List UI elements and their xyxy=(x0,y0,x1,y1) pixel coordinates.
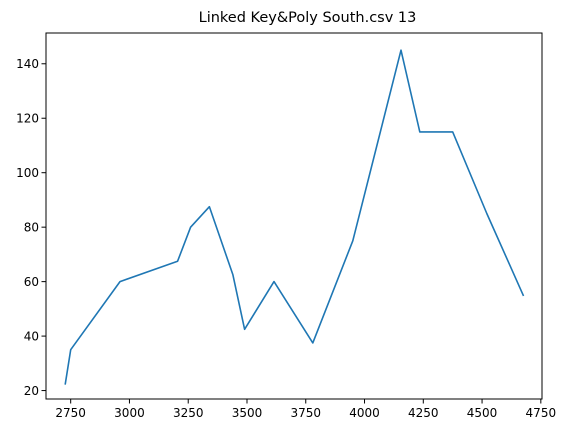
y-tick-label: 60 xyxy=(24,275,39,289)
x-axis: 2750 3000 3250 3500 3750 4000 4250 4500 4750 xyxy=(55,399,556,420)
series-line xyxy=(64,49,525,385)
x-tick-label: 3500 xyxy=(232,406,263,420)
y-tick-label: 40 xyxy=(24,329,39,343)
x-tick-label: 4750 xyxy=(526,406,557,420)
x-tick-label: 4250 xyxy=(408,406,439,420)
x-tick-label: 3750 xyxy=(290,406,321,420)
x-tick-label: 4500 xyxy=(467,406,498,420)
y-tick-label: 80 xyxy=(24,220,39,234)
y-tick-label: 20 xyxy=(24,384,39,398)
x-tick-label: 4000 xyxy=(349,406,380,420)
y-axis: 20 40 60 80 100 120 140 xyxy=(16,57,46,398)
x-tick-label: 2750 xyxy=(55,406,86,420)
x-tick-label: 3000 xyxy=(114,406,145,420)
y-tick-label: 140 xyxy=(16,57,39,71)
y-tick-label: 100 xyxy=(16,166,39,180)
y-tick-label: 120 xyxy=(16,111,39,125)
axes-frame xyxy=(45,32,543,400)
x-tick-label: 3250 xyxy=(173,406,204,420)
series-layer xyxy=(64,49,525,385)
chart-title: Linked Key&Poly South.csv 13 xyxy=(199,10,417,26)
